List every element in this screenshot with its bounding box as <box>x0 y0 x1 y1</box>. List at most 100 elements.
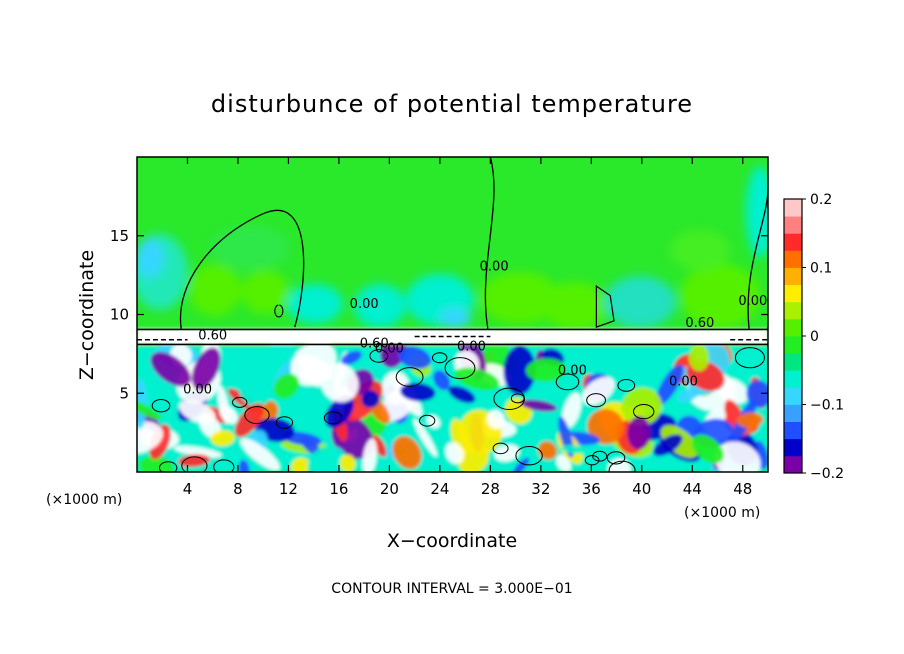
eddy-88 <box>137 421 163 454</box>
eddy-144 <box>234 403 264 438</box>
eddy-17 <box>520 399 558 412</box>
upper-blob-2 <box>189 264 241 316</box>
contour-eddy-20 <box>432 352 448 364</box>
y-tick-label: 10 <box>110 306 129 324</box>
eddy-70 <box>562 392 582 428</box>
eddy-115 <box>210 430 235 447</box>
eddy-126 <box>561 445 587 454</box>
contour-eddy-5 <box>586 393 606 408</box>
eddy-137 <box>454 367 500 391</box>
x-tick-label: 12 <box>279 480 298 498</box>
contour-zero-small <box>595 285 615 328</box>
eddy-25 <box>413 418 438 457</box>
y-axis-label: Z−coordinate <box>76 250 98 380</box>
contour-labels: 0.000.600.600.000.00 0.000.000.000.000.60… <box>183 259 767 397</box>
colorbar-swatch <box>784 438 802 457</box>
eddy-142 <box>746 380 768 408</box>
contour-eddy-21 <box>159 461 178 472</box>
upper-blob-1 <box>137 238 164 278</box>
plot-area: 0.000.600.600.000.00 0.000.000.000.000.60… <box>137 157 768 472</box>
contour-label: 0.00 <box>669 374 698 389</box>
contour-label: 0.60 <box>360 337 389 352</box>
eddy-113 <box>486 409 505 429</box>
colorbar-tick-label: 0.2 <box>810 192 832 208</box>
eddy-82 <box>525 358 567 382</box>
colorbar-swatch <box>784 301 802 320</box>
eddy-129 <box>238 372 274 407</box>
inversion-band <box>137 328 768 345</box>
upper-blob-4 <box>287 284 343 324</box>
eddy-134 <box>691 434 724 464</box>
x-tick-label: 24 <box>430 480 449 498</box>
colorbar-swatch <box>784 318 802 337</box>
colorbar: 0.2 0.1 0 −0.1 −0.2 <box>783 192 844 482</box>
upper-blob-12 <box>210 226 290 270</box>
contour-eddy-9 <box>633 404 655 420</box>
x-tick-label: 36 <box>582 480 601 498</box>
contour-label: 0.00 <box>738 294 767 309</box>
colorbar-swatch <box>784 353 802 371</box>
contour-eddy-3 <box>608 460 636 472</box>
eddy-48 <box>426 415 441 429</box>
contour-eddy-11 <box>734 347 765 369</box>
contour-eddy-23 <box>323 411 343 425</box>
eddy-0 <box>174 445 222 458</box>
eddy-148 <box>341 350 362 365</box>
contour-eddy-2 <box>213 459 235 472</box>
eddy-122 <box>362 438 378 472</box>
eddy-100 <box>582 376 615 406</box>
contour-eddy-4 <box>275 416 294 429</box>
eddy-90 <box>179 399 216 424</box>
eddy-135 <box>361 390 380 408</box>
x-tick-label: 16 <box>329 480 348 498</box>
colorbar-swatch <box>784 421 802 440</box>
contour-eddy-19 <box>584 455 600 466</box>
eddy-145 <box>273 373 300 399</box>
upper-blob-8 <box>480 272 560 324</box>
eddy-80 <box>307 445 350 472</box>
contour-label: 0.00 <box>480 259 509 274</box>
contour-eddy-8 <box>151 399 171 413</box>
eddy-66 <box>291 457 312 472</box>
x-axis-label: X−coordinate <box>387 530 517 552</box>
colorbar-swatch <box>784 336 802 354</box>
eddy-147 <box>653 434 683 457</box>
eddy-86 <box>325 395 355 428</box>
eddy-143 <box>320 363 359 403</box>
contour-zero-dome <box>179 210 305 329</box>
contour-eddy-15 <box>515 446 543 466</box>
y-tick-label: 5 <box>119 384 129 402</box>
contour-label: 0.00 <box>183 382 212 397</box>
colorbar-swatch <box>784 455 802 474</box>
x-tick-label: 40 <box>632 480 651 498</box>
contour-label: 0.60 <box>685 316 714 331</box>
eddy-149 <box>238 459 250 472</box>
colorbar-swatch <box>784 284 802 303</box>
x-unit-right: (×1000 m) <box>684 505 760 521</box>
eddy-141 <box>433 370 451 391</box>
colorbar-swatch <box>784 199 802 217</box>
upper-blob-9 <box>543 282 607 330</box>
contour-zero-ring <box>274 304 284 318</box>
colorbar-tick-label: −0.2 <box>810 466 844 482</box>
x-tick-label: 48 <box>733 480 752 498</box>
colorbar-swatch <box>784 370 802 388</box>
contour-eddy-25 <box>617 379 636 392</box>
x-tick-label: 32 <box>531 480 550 498</box>
upper-blob-10 <box>604 276 676 328</box>
colorbar-swatch <box>784 267 802 286</box>
contour-label: 0.00 <box>350 297 379 312</box>
eddy-127 <box>392 436 422 470</box>
y-tick-label: 15 <box>110 227 129 245</box>
eddy-123 <box>494 444 520 462</box>
contour-eddy-14 <box>232 396 248 408</box>
eddy-146 <box>191 347 221 390</box>
eddy-85 <box>400 382 436 402</box>
chart-title: disturbunce of potential temperature <box>211 90 693 118</box>
contour-eddy-12 <box>444 357 476 380</box>
colorbar-swatch <box>784 250 802 268</box>
eddy-96 <box>587 408 625 445</box>
contour-interval-note: CONTOUR INTERVAL = 3.000E−01 <box>331 581 572 597</box>
colorbar-tick-label: 0 <box>810 329 819 345</box>
upper-blob-13 <box>670 230 730 270</box>
